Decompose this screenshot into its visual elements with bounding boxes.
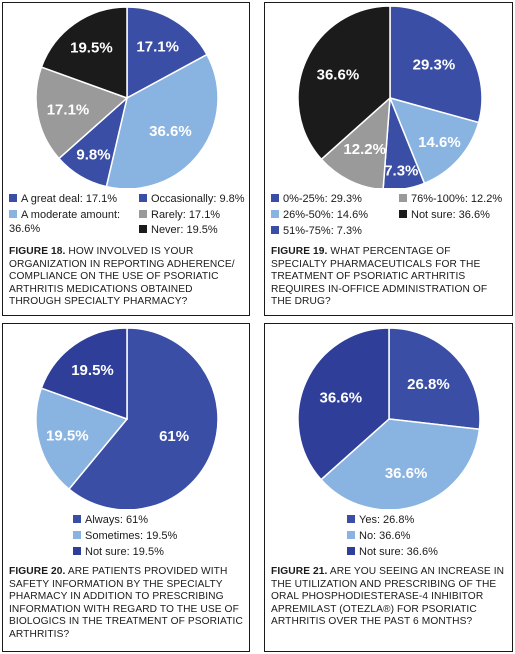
legend-item: Sometimes: 19.5% <box>73 529 177 543</box>
pie-slice-not-sure <box>297 5 391 161</box>
slice-data-label: 61% <box>159 428 189 445</box>
pie-slice-26-50- <box>388 96 480 185</box>
figure-20-caption: FIGURE 20. ARE PATIENTS PROVIDED WITH SA… <box>9 566 247 641</box>
legend-label: 0%-25%: 29.3% <box>283 193 362 205</box>
legend-label: Occasionally: 9.8% <box>151 193 245 205</box>
legend-label: No: 36.6% <box>359 530 411 542</box>
figure-21-pie: 26.8% 36.6% 36.6% <box>297 327 481 509</box>
figure-18-caption: FIGURE 18. HOW INVOLVED IS YOUR ORGANIZA… <box>9 246 247 309</box>
legend-swatch <box>399 210 407 218</box>
legend-item: Never: 19.5% <box>139 223 218 237</box>
figure-label: FIGURE 20. <box>9 566 66 577</box>
legend-swatch <box>139 194 147 202</box>
legend-item: A moderate amount: 36.6% <box>9 208 121 236</box>
legend-swatch <box>347 515 355 523</box>
figure-20-panel: 61% 19.5% 19.5% Always: 61% Sometimes: 19.… <box>2 323 250 652</box>
pie-slice-76-100- <box>320 96 391 188</box>
figure-label: FIGURE 19. <box>271 246 328 257</box>
legend-item: Not sure: 19.5% <box>73 545 164 559</box>
slice-data-label: 36.6% <box>149 123 192 140</box>
legend-swatch <box>347 547 355 555</box>
legend-label: Never: 19.5% <box>151 224 218 236</box>
legend-label: Not sure: 36.6% <box>359 546 438 558</box>
caption-text: ARE YOU SEEING AN INCREASE IN THE UTILIZ… <box>271 566 505 627</box>
legend-label: A great deal: 17.1% <box>21 193 118 205</box>
pie-slice-sometimes <box>35 387 129 491</box>
legend-item: 51%-75%: 7.3% <box>271 224 362 238</box>
figure-21-panel: 26.8% 36.6% 36.6% Yes: 26.8% No: 36.6% Not… <box>264 323 513 652</box>
legend-swatch <box>271 226 279 234</box>
legend-swatch <box>73 531 81 539</box>
legend-swatch <box>9 210 17 218</box>
slice-data-label: 36.6% <box>385 465 428 482</box>
pie-slice-0-25- <box>389 5 483 124</box>
caption-text: WHAT PERCENTAGE OF SPECIALTY PHARMACEUTI… <box>271 246 488 307</box>
legend-label: 51%-75%: 7.3% <box>283 225 362 237</box>
pie-slice-not-sure <box>297 327 390 481</box>
figure-19-panel: 29.3% 14.6% 7.3% 12.2% 36.6% 0%-25%: 29.3% 7… <box>264 2 513 316</box>
legend-item: 0%-25%: 29.3% <box>271 192 362 206</box>
legend-label: A moderate amount: 36.6% <box>9 209 121 235</box>
pie-slice-no <box>320 418 481 509</box>
legend-label: Rarely: 17.1% <box>151 209 221 221</box>
legend-swatch <box>271 210 279 218</box>
slice-data-label: 17.1% <box>47 101 90 118</box>
caption-text: HOW INVOLVED IS YOUR ORGANIZATION IN REP… <box>9 246 235 307</box>
pie-slice-51-75- <box>382 97 426 188</box>
slice-data-label: 17.1% <box>136 38 179 55</box>
legend-label: Always: 61% <box>85 514 148 526</box>
pie-slice-never <box>40 6 128 100</box>
pie-slice-a-great-deal <box>126 6 208 100</box>
figure-18-pie: 17.1% 36.6% 9.8% 17.1% 19.5% <box>35 6 219 188</box>
legend-swatch <box>139 210 147 218</box>
figure-21-caption: FIGURE 21. ARE YOU SEEING AN INCREASE IN… <box>271 566 507 629</box>
figure-label: FIGURE 18. <box>9 246 66 257</box>
legend-item: A great deal: 17.1% <box>9 192 117 206</box>
legend-item: Not sure: 36.6% <box>347 545 438 559</box>
figure-18-panel: 17.1% 36.6% 9.8% 17.1% 19.5% A great deal: 1… <box>2 2 250 316</box>
legend-label: 26%-50%: 14.6% <box>283 209 368 221</box>
slice-data-label: 12.2% <box>343 141 386 158</box>
legend-label: Not sure: 36.6% <box>411 209 490 221</box>
figure-label: FIGURE 21. <box>271 566 328 577</box>
legend-item: 76%-100%: 12.2% <box>399 192 502 206</box>
pie-slice-a-moderate-amount <box>105 53 219 188</box>
legend-label: 76%-100%: 12.2% <box>411 193 503 205</box>
slice-data-label: 7.3% <box>384 163 418 180</box>
slice-data-label: 19.5% <box>70 39 113 56</box>
legend-swatch <box>347 531 355 539</box>
legend-item: Always: 61% <box>73 513 148 527</box>
legend-item: 26%-50%: 14.6% <box>271 208 368 222</box>
legend-label: Yes: 26.8% <box>359 514 415 526</box>
slice-data-label: 9.8% <box>76 146 110 163</box>
legend-swatch <box>271 194 279 202</box>
slice-data-label: 19.5% <box>71 362 114 379</box>
slice-data-label: 36.6% <box>317 67 360 84</box>
slice-data-label: 36.6% <box>320 389 363 406</box>
slice-data-label: 19.5% <box>46 427 89 444</box>
legend-swatch <box>73 547 81 555</box>
legend-swatch <box>139 225 147 233</box>
legend-item: Occasionally: 9.8% <box>139 192 245 206</box>
legend-item: Not sure: 36.6% <box>399 208 490 222</box>
legend-label: Not sure: 19.5% <box>85 546 164 558</box>
pie-slice-always <box>67 327 219 509</box>
figure-20-pie: 61% 19.5% 19.5% <box>35 327 219 509</box>
legend-label: Sometimes: 19.5% <box>85 530 178 542</box>
slice-data-label: 29.3% <box>413 57 456 74</box>
slice-data-label: 26.8% <box>407 376 450 393</box>
legend-swatch <box>9 194 17 202</box>
caption-text: ARE PATIENTS PROVIDED WITH SAFETY INFORM… <box>9 566 243 640</box>
legend-item: No: 36.6% <box>347 529 410 543</box>
figure-19-caption: FIGURE 19. WHAT PERCENTAGE OF SPECIALTY … <box>271 246 507 309</box>
pie-slice-not-sure <box>40 327 128 421</box>
pie-slice-yes <box>388 327 481 431</box>
slice-data-label: 14.6% <box>418 134 461 151</box>
figure-19-pie: 29.3% 14.6%7.3% 12.2% 36.6% <box>297 5 483 188</box>
legend-item: Yes: 26.8% <box>347 513 414 527</box>
legend-swatch <box>399 194 407 202</box>
legend-swatch <box>73 515 81 523</box>
legend-item: Rarely: 17.1% <box>139 208 220 222</box>
